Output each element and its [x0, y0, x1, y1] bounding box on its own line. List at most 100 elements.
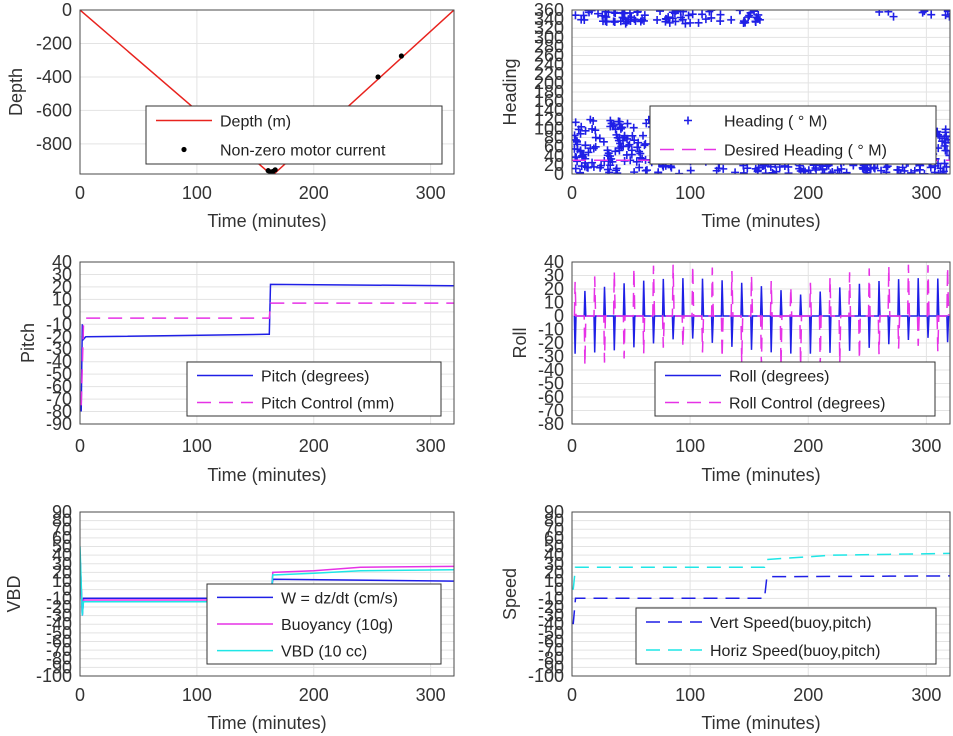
pitch-y-tick-label: -30	[46, 339, 72, 359]
heading-series-0-marker	[572, 164, 580, 173]
heading-series-0-marker	[818, 165, 827, 174]
heading-series-0-marker	[572, 131, 579, 140]
depth-legend-swatch	[181, 146, 187, 153]
vbd-x-tick-label: 300	[416, 685, 446, 705]
vbd-x-axis-label: Time (minutes)	[207, 713, 326, 733]
heading-series-0-marker	[866, 164, 875, 173]
heading-series-0-marker	[635, 163, 644, 172]
heading-x-tick-label: 300	[911, 183, 941, 203]
speed-legend: Vert Speed(buoy,pitch) Horiz Speed(buoy,p…	[635, 607, 937, 665]
heading-series-0-marker	[942, 162, 950, 171]
heading-series-0-marker	[605, 168, 614, 174]
heading-series-0-marker	[581, 126, 590, 135]
heading-y-tick-label: 200	[534, 73, 564, 93]
vbd-y-tick-label: -50	[46, 623, 72, 643]
heading-series-0-marker	[574, 125, 583, 134]
heading-series-0-marker	[877, 166, 886, 174]
heading-series-0-marker	[751, 164, 760, 173]
depth-legend-box	[145, 105, 443, 165]
heading-series-0-marker	[698, 10, 707, 19]
pitch-x-tick-label: 300	[416, 436, 446, 456]
heading-series-0-marker	[572, 135, 580, 144]
heading-series-0-marker	[578, 151, 587, 160]
heading-series-0-marker	[616, 123, 625, 132]
speed-y-tick-label: -80	[538, 649, 564, 669]
speed-y-tick-label: 50	[544, 537, 564, 557]
vbd-x-tick-label: 200	[299, 685, 329, 705]
heading-series-0-marker	[591, 126, 600, 135]
heading-series-0-marker	[576, 129, 585, 138]
heading-legend-box	[649, 105, 937, 165]
heading-series-0-marker	[640, 141, 649, 150]
heading-x-tick-label: 100	[675, 183, 705, 203]
roll-x-tick-label: 200	[793, 436, 823, 456]
heading-y-tick-label: 260	[534, 46, 564, 66]
depth-y-tick-label: -400	[36, 67, 72, 87]
pitch-y-tick-label: 20	[52, 277, 72, 297]
heading-series-0-marker	[633, 10, 642, 16]
speed-x-tick-label: 200	[793, 685, 823, 705]
heading-series-0-marker	[667, 163, 676, 172]
depth-series-group	[80, 10, 454, 174]
vbd-chart: 0 100 200 3009080706050403020100-10-20-30-4…	[4, 502, 455, 733]
roll-legend-label: Roll (degrees)	[729, 369, 829, 386]
vbd-legend-label: W = dz/dt (cm/s)	[281, 590, 398, 607]
pitch-y-tick-label: -60	[46, 377, 72, 397]
heading-series-0-marker	[684, 11, 693, 20]
depth-x-tick-label: 300	[416, 183, 446, 203]
heading-series-0-marker	[889, 12, 898, 21]
vbd-y-tick-label: -80	[46, 649, 72, 669]
vbd-y-tick-label: -30	[46, 606, 72, 626]
heading-y-tick-label: 60	[544, 137, 564, 157]
vbd-y-tick-label: 10	[52, 571, 72, 591]
heading-series-0-marker	[630, 136, 639, 145]
pitch-series-1-line	[80, 302, 454, 406]
pitch-x-axis-label: Time (minutes)	[207, 465, 326, 485]
roll-legend-box	[654, 361, 936, 417]
heading-y-tick-label: 220	[534, 64, 564, 84]
heading-series-0-marker	[628, 131, 637, 140]
heading-series-0-marker	[745, 11, 754, 20]
heading-series-0-marker	[842, 168, 851, 174]
pitch-x-tick-label: 0	[75, 436, 85, 456]
speed-y-tick-label: 30	[544, 554, 564, 574]
heading-series-0-marker	[591, 142, 600, 151]
vbd-y-tick-label: 40	[52, 545, 72, 565]
heading-axes-box	[571, 9, 951, 175]
heading-series-0-marker	[920, 10, 929, 16]
heading-series-0-marker	[610, 18, 619, 27]
vbd-legend-label: Buoyancy (10g)	[281, 617, 393, 634]
heading-series-0-marker	[941, 128, 950, 137]
heading-x-axis-label: Time (minutes)	[701, 211, 820, 231]
depth-axes-box	[79, 9, 455, 175]
pitch-legend-label: Pitch Control (mm)	[261, 396, 394, 413]
heading-series-0-marker	[632, 157, 641, 166]
depth-y-tick-label: -200	[36, 33, 72, 53]
heading-series-0-marker	[618, 136, 627, 145]
pitch-y-tick-label: -80	[46, 402, 72, 422]
heading-series-0-marker	[627, 150, 636, 159]
heading-y-axis-label: Heading	[500, 58, 520, 125]
depth-y-tick-label: 0	[62, 0, 72, 20]
speed-y-tick-label: -10	[538, 588, 564, 608]
heading-series-0-marker	[611, 10, 620, 18]
heading-x-tick-label: 0	[567, 183, 577, 203]
roll-series-0-line	[573, 278, 950, 354]
heading-series-0-marker	[623, 119, 632, 128]
vbd-axes-box	[79, 511, 455, 677]
heading-series-0-marker	[940, 134, 949, 143]
heading-series-0-marker	[941, 138, 950, 147]
speed-legend-box	[635, 607, 937, 665]
heading-series-0-marker	[918, 10, 927, 17]
heading-series-0-marker	[621, 19, 630, 28]
heading-series-0-marker	[837, 164, 846, 173]
heading-series-0-marker	[579, 11, 588, 20]
speed-series-0-line	[572, 575, 950, 625]
vbd-legend-label: VBD (10 cc)	[281, 644, 367, 661]
heading-legend: Heading ( ° M) Desired Heading ( ° M)	[649, 105, 937, 165]
heading-y-tick-label: 280	[534, 36, 564, 56]
heading-y-tick-label: 80	[544, 128, 564, 148]
heading-series-0-marker	[668, 14, 677, 23]
heading-legend-label: Heading ( ° M)	[724, 114, 827, 131]
heading-series-0-marker	[927, 10, 936, 19]
